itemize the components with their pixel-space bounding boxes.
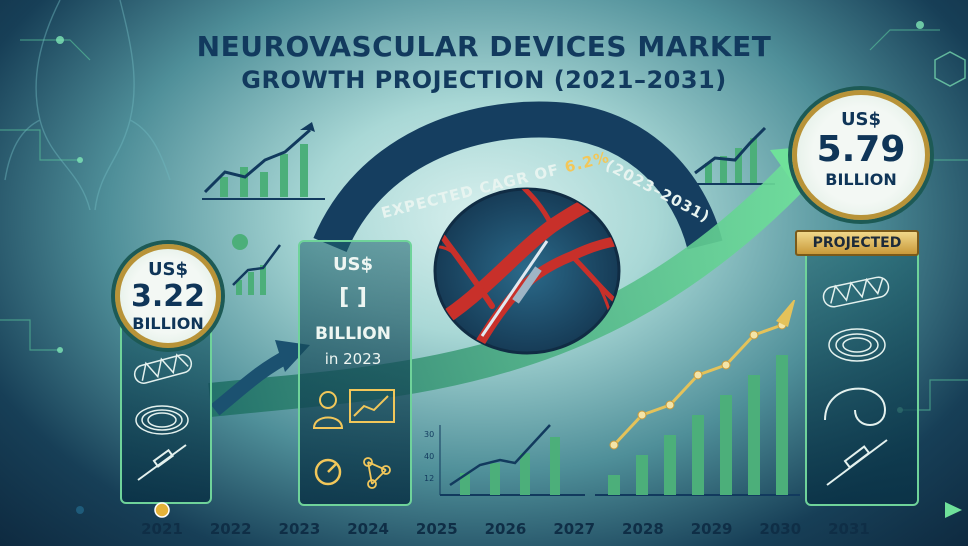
year-label-2024: 2024 bbox=[347, 520, 389, 538]
badge-2021-currency: US$ bbox=[147, 259, 189, 280]
brain-network-icon bbox=[363, 457, 391, 489]
gauge-icon bbox=[314, 458, 342, 486]
year-label-2029: 2029 bbox=[690, 520, 733, 538]
year-label-2023: 2023 bbox=[278, 520, 321, 538]
devices-2021 bbox=[133, 353, 193, 481]
timeline-axis bbox=[76, 502, 962, 518]
badge-2031-unit: BILLION bbox=[825, 170, 897, 189]
badge-2021-value: 3.22 bbox=[130, 279, 206, 314]
card-2023-value: [ ] bbox=[339, 285, 367, 310]
page-subtitle: GROWTH PROJECTION (2021–2031) bbox=[241, 66, 727, 94]
catheter-icon bbox=[480, 240, 549, 337]
tick-40: 40 bbox=[424, 452, 434, 461]
mini-chart-bottom: 30 40 12 bbox=[424, 424, 585, 496]
growth-bar-chart bbox=[595, 300, 800, 496]
card-2023-unit: BILLION bbox=[315, 324, 391, 344]
badge-2021-unit: BILLION bbox=[132, 314, 204, 333]
growth-bar bbox=[608, 475, 620, 495]
year-label-2021: 2021 bbox=[141, 520, 183, 538]
growth-point bbox=[637, 410, 647, 420]
artery-illustration bbox=[433, 187, 621, 355]
page-title: NEUROVASCULAR DEVICES MARKET bbox=[196, 30, 772, 63]
tick-12: 12 bbox=[424, 474, 434, 483]
growth-bar bbox=[664, 435, 676, 495]
tower-2031 bbox=[805, 240, 919, 506]
growth-bar bbox=[748, 375, 760, 495]
badge-2021: US$ 3.22 BILLION bbox=[115, 244, 221, 348]
badge-2031-value: 5.79 bbox=[816, 129, 906, 170]
catheter-icon bbox=[826, 439, 888, 486]
analyst-icon bbox=[312, 391, 344, 429]
tick-30: 30 bbox=[424, 430, 434, 439]
badge-2031-currency: US$ bbox=[840, 109, 882, 130]
coil-icon bbox=[828, 328, 886, 362]
stent-icon bbox=[822, 276, 890, 308]
catheter-icon bbox=[137, 444, 187, 481]
badge-2031: US$ 5.79 BILLION bbox=[792, 90, 930, 220]
card-2023: US$ [ ] BILLION in 2023 bbox=[302, 244, 404, 368]
stent-icon bbox=[133, 353, 193, 384]
growth-bar bbox=[636, 455, 648, 495]
mini-chart-top-left bbox=[202, 122, 325, 200]
year-label-2025: 2025 bbox=[415, 520, 458, 538]
guidewire-icon bbox=[824, 387, 887, 426]
growth-point bbox=[665, 400, 675, 410]
tower-2023 bbox=[298, 240, 412, 506]
year-label-2031: 2031 bbox=[828, 520, 870, 538]
growth-point bbox=[609, 440, 619, 450]
growth-point bbox=[693, 370, 703, 380]
card-2023-note: in 2023 bbox=[324, 350, 382, 368]
coil-icon bbox=[135, 405, 189, 435]
pie-chart-icon bbox=[232, 234, 248, 250]
year-label-2022: 2022 bbox=[209, 520, 252, 538]
mini-chart-left-mid bbox=[232, 234, 282, 295]
growth-point bbox=[721, 360, 731, 370]
dashboard-icon bbox=[349, 389, 395, 423]
devices-2031 bbox=[822, 276, 890, 486]
growth-point bbox=[749, 330, 759, 340]
year-label-2030: 2030 bbox=[759, 520, 802, 538]
projected-tag: PROJECTED bbox=[795, 230, 919, 256]
devices-2023 bbox=[312, 389, 395, 489]
year-label-2026: 2026 bbox=[484, 520, 527, 538]
growth-bar bbox=[720, 395, 732, 495]
card-2023-currency: US$ bbox=[332, 254, 374, 275]
growth-arrowhead bbox=[776, 300, 796, 327]
growth-bar bbox=[692, 415, 704, 495]
year-label-2027: 2027 bbox=[553, 520, 596, 538]
growth-bar bbox=[776, 355, 788, 495]
mini-chart-top-right bbox=[692, 126, 775, 185]
year-label-2028: 2028 bbox=[622, 520, 664, 538]
